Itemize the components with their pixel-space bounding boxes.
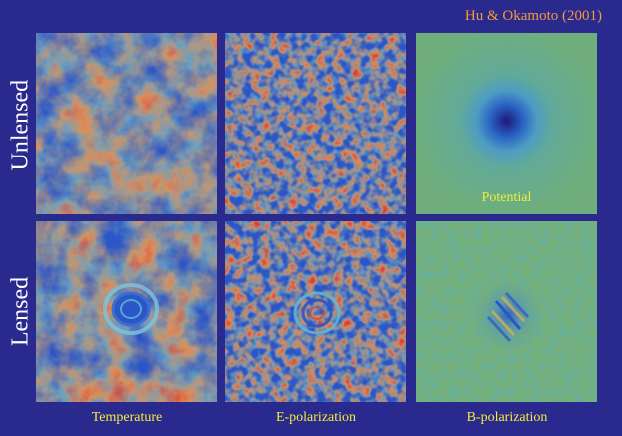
credit-label: Hu & Okamoto (2001) xyxy=(464,8,602,24)
row-label-unlensed: Unlensed xyxy=(7,79,34,171)
lensed-b-polarization-map xyxy=(416,221,597,402)
column-label-b-polarization: B-polarization xyxy=(466,410,548,425)
lensing-ring xyxy=(103,283,159,335)
potential-label: Potential xyxy=(481,190,532,205)
lensed-e-polarization-map xyxy=(225,221,406,402)
lensing-ring xyxy=(293,291,341,335)
row-label-lensed: Lensed xyxy=(7,276,34,347)
unlensed-temperature-map xyxy=(36,33,217,214)
b-mode-pattern xyxy=(486,291,530,343)
unlensed-potential-map: Potential xyxy=(416,33,597,214)
column-label-e-polarization: E-polarization xyxy=(275,410,357,425)
column-label-temperature: Temperature xyxy=(91,410,163,425)
lensed-temperature-map xyxy=(36,221,217,402)
unlensed-e-polarization-map xyxy=(225,33,406,214)
